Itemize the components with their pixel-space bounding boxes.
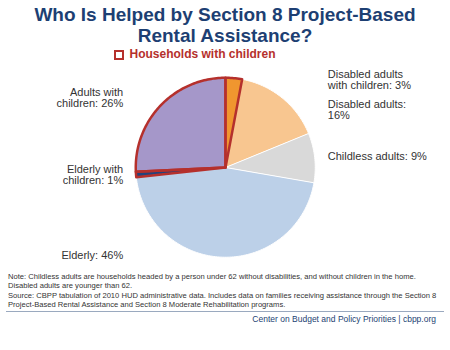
svg-text:Elderly withchildren: 1%: Elderly withchildren: 1% — [63, 163, 124, 186]
svg-text:Childless adults: 9%: Childless adults: 9% — [328, 150, 427, 162]
html-text:Source: CBPP tabulation of 201: Source: CBPP tabulation of 2010 HUD admi… — [8, 291, 437, 309]
svg-text:Disabled adultswith children:: Disabled adultswith children: 3% — [327, 68, 411, 91]
html-text:Note: Childless adults are hou: Note: Childless adults are households he… — [8, 272, 416, 290]
svg-text:Elderly: 46%: Elderly: 46% — [61, 249, 123, 261]
html-text:Households with children: Households with children — [129, 47, 276, 61]
svg-text:Disabled adults:16%: Disabled adults:16% — [328, 98, 406, 121]
html-text:Center on Budget and Policy Pr: Center on Budget and Policy Priorities |… — [252, 314, 436, 324]
svg-text:Adults withchildren: 26%: Adults withchildren: 26% — [57, 86, 124, 109]
html-text:Who Is Helped by Section 8 Pro: Who Is Helped by Section 8 Project-Based… — [34, 4, 416, 46]
